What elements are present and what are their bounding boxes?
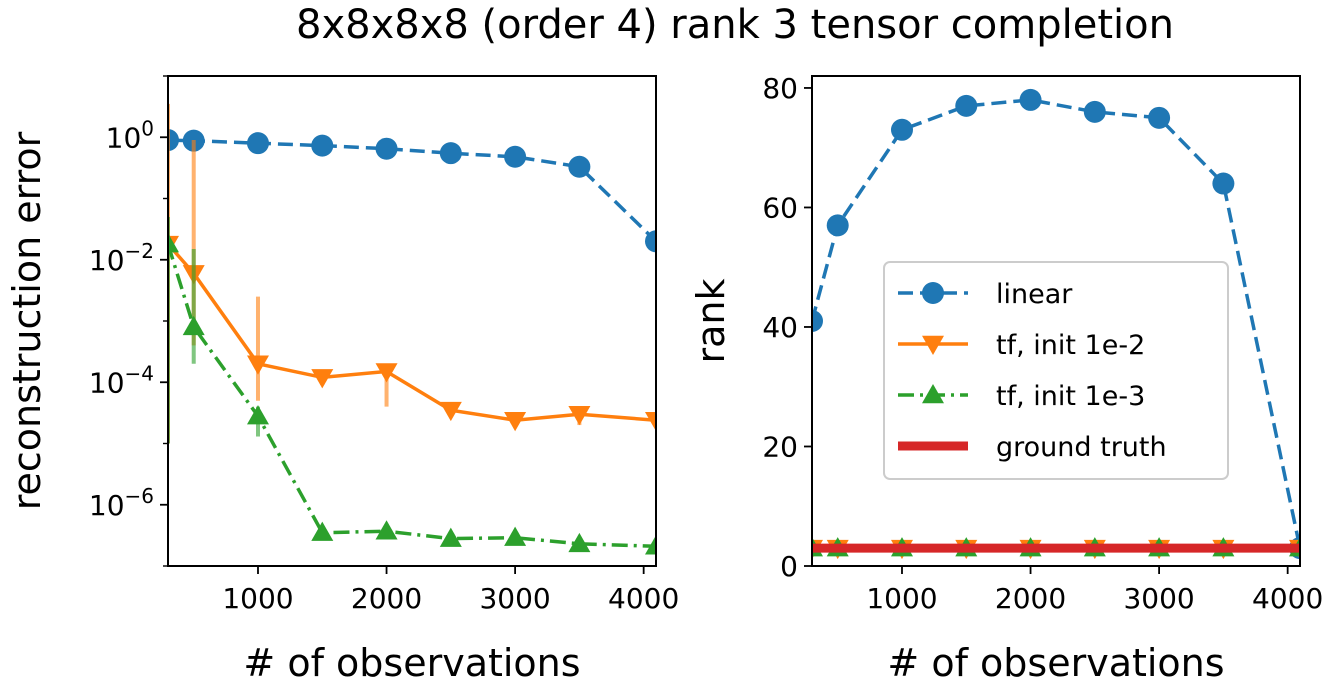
error-series-tf_1e3 (168, 216, 656, 555)
legend-marker-linear (922, 282, 944, 304)
x-tick-label: 2000 (995, 582, 1066, 615)
error-tf_1e3-point (645, 535, 656, 555)
error-tf_1e3-point (504, 526, 527, 546)
rank-linear-point (890, 118, 913, 141)
rank-series-linear (812, 88, 1300, 560)
error-tf_1e3-point (568, 532, 591, 553)
y-tick-label: 100 (106, 116, 154, 154)
error-plot-area (168, 103, 656, 555)
rank-linear-point (826, 214, 849, 237)
x-tick-label: 1000 (866, 582, 937, 615)
y-tick-label: 0 (780, 550, 798, 583)
legend-label-linear: linear (996, 279, 1073, 310)
rank-linear-point (1148, 106, 1171, 129)
error-tf_1e3-point (246, 405, 269, 425)
error-tf_1e3-point (168, 233, 179, 253)
error-linear-point (568, 155, 591, 178)
x-axis-label: # of observations (243, 641, 580, 685)
error-linear-point (375, 137, 398, 160)
error-tf_1e2-point (311, 369, 334, 389)
rank-linear-point (1019, 88, 1042, 111)
error-linear-point (504, 145, 527, 168)
error-tf_1e2-point (504, 411, 527, 432)
y-tick-label: 80 (762, 72, 798, 105)
legend-label-truth: ground truth (996, 432, 1167, 463)
x-tick-label: 1000 (222, 582, 293, 615)
error-linear-point (246, 132, 269, 155)
rank-panel: 1000 2000 3000 4000 0 20 40 60 80 # of observatio… (689, 72, 1323, 685)
error-series-linear (168, 129, 656, 253)
legend-label-tf_1e2: tf, init 1e-2 (996, 330, 1145, 361)
y-tick-label: 10−6 (89, 484, 154, 522)
error-linear-point (645, 230, 656, 253)
y-axis-label: rank (689, 279, 733, 364)
y-tick-label: 40 (762, 311, 798, 344)
legend-label-tf_1e3: tf, init 1e-3 (996, 381, 1145, 412)
error-tf_1e2-point (568, 406, 591, 426)
error-tf_1e3-point (311, 521, 334, 541)
rank-linear-point (812, 310, 823, 332)
error-tf_1e2-point (246, 355, 269, 375)
x-tick-label: 3000 (479, 582, 550, 615)
y-tick-label: 20 (762, 430, 798, 463)
error-linear-point (439, 142, 462, 165)
rank-linear-point (1083, 100, 1106, 123)
legend-marker-tf_1e3 (922, 384, 944, 404)
error-tf_1e2-point (645, 411, 656, 432)
error-linear-line (168, 138, 656, 243)
figure-title: 8x8x8x8 (order 4) rank 3 tensor completi… (296, 2, 1174, 48)
rank-linear-point (1212, 172, 1235, 195)
legend-marker-tf_1e2 (922, 335, 944, 355)
legend: linear tf, init 1e-2 tf, init 1e-3 ground t… (883, 261, 1229, 480)
rank-axes-frame (811, 75, 1301, 567)
error-tf_1e3-point (439, 527, 462, 547)
error-linear-point (311, 134, 334, 157)
legend-box (883, 261, 1229, 480)
rank-plot-area (812, 88, 1300, 560)
error-tf_1e2-point (439, 401, 462, 422)
x-tick-label: 3000 (1123, 582, 1194, 615)
rank-linear-point (955, 94, 978, 117)
y-tick-label: 10−2 (89, 239, 154, 277)
error-tf_1e3-line (168, 243, 656, 549)
x-tick-label: 2000 (351, 582, 422, 615)
y-axis-label: reconstruction error (5, 131, 49, 510)
x-tick-label: 4000 (1252, 582, 1323, 615)
error-tf_1e3-point (375, 520, 398, 540)
y-tick-label: 10−4 (89, 361, 154, 399)
error-panel: 1000 2000 3000 4000 100 10−2 10−4 10−6 # of obse… (5, 75, 679, 685)
error-linear-point (168, 129, 179, 152)
rank-linear-line (812, 98, 1300, 549)
error-tf_1e3-point (182, 315, 205, 336)
y-tick-label: 60 (762, 191, 798, 224)
error-tf_1e2-point (375, 363, 398, 383)
x-tick-label: 4000 (608, 582, 679, 615)
x-axis-label: # of observations (887, 641, 1224, 685)
error-series-tf_1e2 (168, 103, 656, 444)
